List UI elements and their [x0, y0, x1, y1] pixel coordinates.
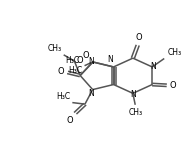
- Text: O: O: [82, 51, 89, 60]
- Text: N: N: [130, 90, 136, 99]
- Text: O: O: [170, 81, 176, 90]
- Text: N: N: [88, 89, 94, 98]
- Text: O: O: [77, 56, 83, 65]
- Text: H₃C: H₃C: [65, 56, 79, 65]
- Text: H₃C: H₃C: [56, 92, 70, 101]
- Text: CH₃: CH₃: [168, 48, 182, 57]
- Text: O: O: [57, 67, 64, 76]
- Text: N: N: [107, 55, 113, 64]
- Text: CH₃: CH₃: [129, 108, 143, 117]
- Text: O: O: [67, 116, 73, 125]
- Text: N: N: [88, 57, 94, 66]
- Text: CH₃: CH₃: [48, 44, 62, 52]
- Text: N: N: [150, 62, 156, 71]
- Text: H₃C: H₃C: [68, 66, 82, 75]
- Text: O: O: [135, 33, 142, 42]
